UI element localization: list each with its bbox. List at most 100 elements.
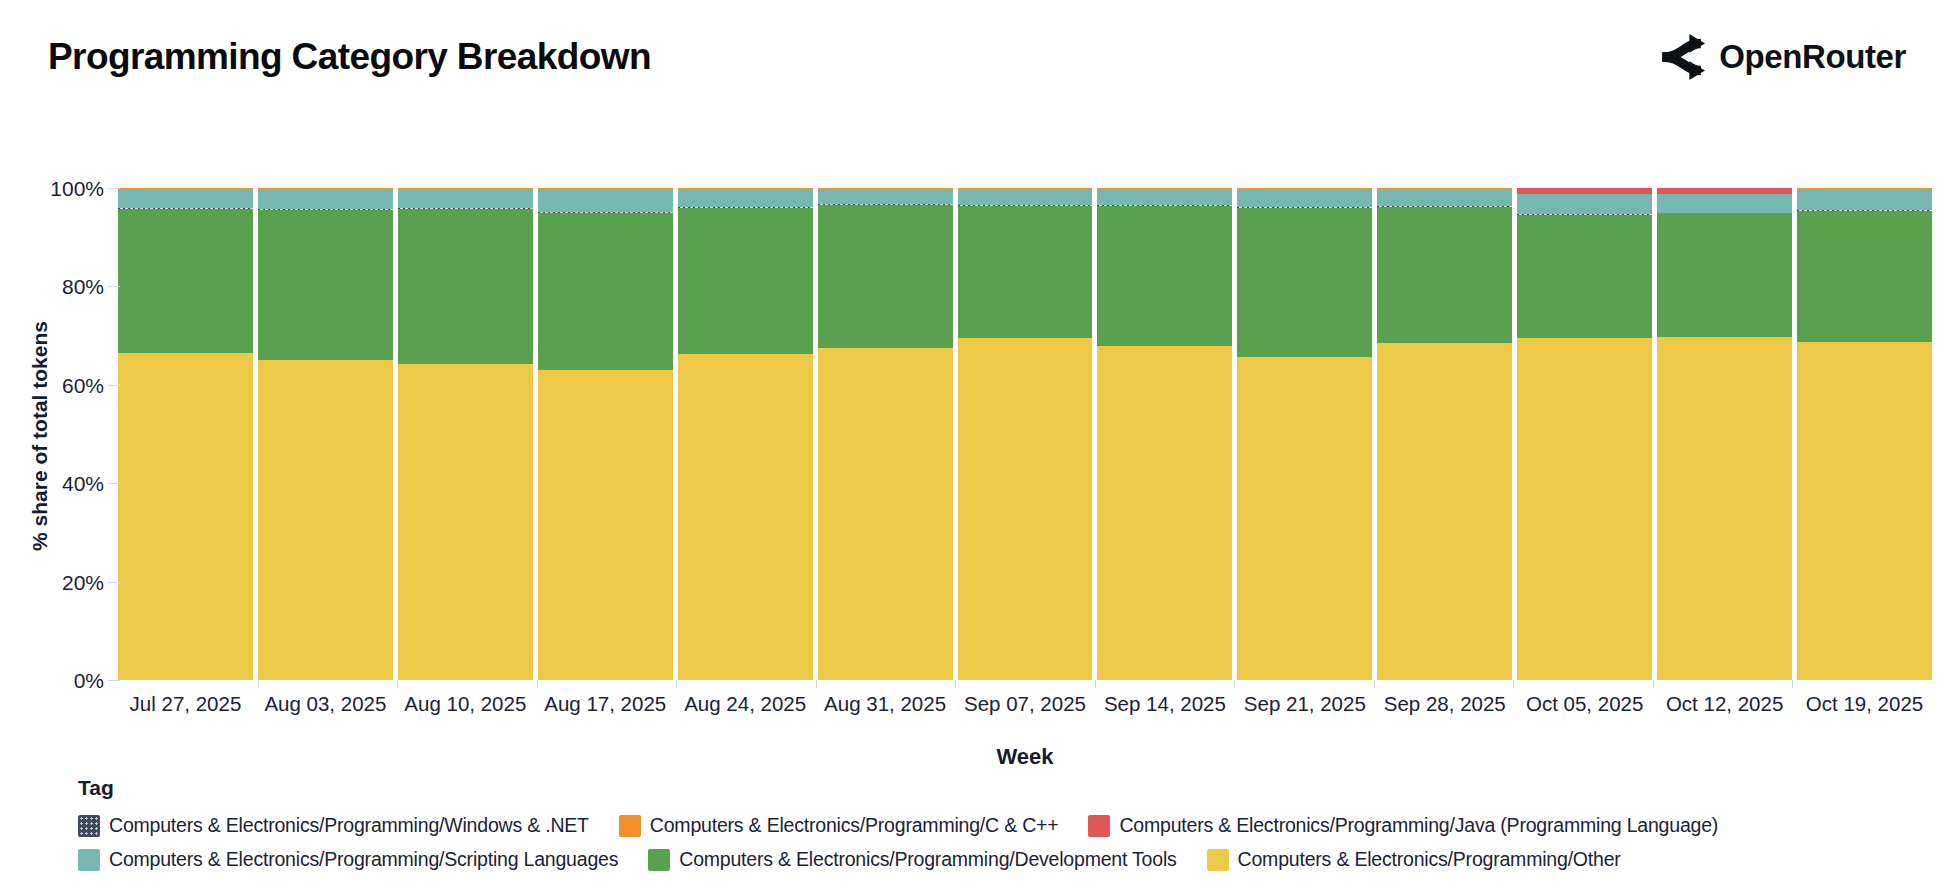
x-tick-label: Oct 05, 2025 [1517, 692, 1652, 716]
segment-dev_tools[interactable] [1097, 206, 1232, 346]
legend-label: Computers & Electronics/Programming/Scri… [109, 848, 618, 871]
x-tick-label: Aug 03, 2025 [258, 692, 393, 716]
legend-swatch-scripting [78, 849, 100, 871]
y-tick-mark [108, 286, 120, 287]
segment-dev_tools[interactable] [1237, 208, 1372, 358]
segment-scripting[interactable] [1797, 190, 1932, 209]
bar-sep-07-2025[interactable] [958, 188, 1093, 680]
x-tick-label: Sep 21, 2025 [1237, 692, 1372, 716]
segment-other[interactable] [1237, 357, 1372, 680]
segment-other[interactable] [538, 370, 673, 680]
openrouter-icon [1655, 34, 1705, 80]
y-tick-label: 80% [0, 275, 104, 299]
segment-dev_tools[interactable] [258, 210, 393, 361]
bar-sep-21-2025[interactable] [1237, 188, 1372, 680]
x-tick-label: Aug 31, 2025 [818, 692, 953, 716]
segment-other[interactable] [1517, 338, 1652, 680]
y-tick-mark [108, 680, 120, 681]
x-tick-label: Sep 28, 2025 [1377, 692, 1512, 716]
segment-scripting[interactable] [538, 190, 673, 212]
x-tick-mark [676, 680, 677, 688]
x-tick-mark [1374, 680, 1375, 688]
segment-scripting[interactable] [1377, 190, 1512, 206]
legend-item-java[interactable]: Computers & Electronics/Programming/Java… [1088, 814, 1718, 837]
bar-oct-19-2025[interactable] [1797, 188, 1932, 680]
x-axis-ticks [118, 680, 1932, 688]
segment-dev_tools[interactable] [818, 205, 953, 349]
bar-aug-31-2025[interactable] [818, 188, 953, 680]
y-axis-tick-labels: 0%20%40%60%80%100% [0, 188, 104, 680]
segment-other[interactable] [398, 364, 533, 680]
segment-dev_tools[interactable] [678, 208, 813, 354]
bar-aug-10-2025[interactable] [398, 188, 533, 680]
segment-scripting[interactable] [678, 190, 813, 207]
segment-other[interactable] [258, 360, 393, 680]
x-tick-mark [537, 680, 538, 688]
bar-aug-03-2025[interactable] [258, 188, 393, 680]
segment-other[interactable] [1097, 346, 1232, 680]
openrouter-logo[interactable]: OpenRouter [1655, 34, 1906, 80]
segment-other[interactable] [1657, 337, 1792, 680]
bar-oct-05-2025[interactable] [1517, 188, 1652, 680]
x-tick-label: Aug 24, 2025 [678, 692, 813, 716]
segment-other[interactable] [958, 338, 1093, 680]
bar-aug-24-2025[interactable] [678, 188, 813, 680]
x-axis-tick-labels: Jul 27, 2025Aug 03, 2025Aug 10, 2025Aug … [118, 692, 1932, 716]
bar-aug-17-2025[interactable] [538, 188, 673, 680]
x-axis-title: Week [118, 744, 1932, 770]
segment-scripting[interactable] [1237, 190, 1372, 207]
bar-oct-12-2025[interactable] [1657, 188, 1792, 680]
x-tick-label: Aug 10, 2025 [398, 692, 533, 716]
stacked-bar-plot [118, 188, 1932, 680]
legend-swatch-java [1088, 815, 1110, 837]
y-tick-mark [108, 385, 120, 386]
segment-other[interactable] [1797, 342, 1932, 680]
segment-dev_tools[interactable] [1797, 211, 1932, 342]
x-tick-mark [1095, 680, 1096, 688]
x-tick-label: Oct 12, 2025 [1657, 692, 1792, 716]
y-tick-label: 0% [0, 669, 104, 693]
segment-dev_tools[interactable] [1657, 213, 1792, 337]
x-tick-mark [955, 680, 956, 688]
x-tick-mark [1653, 680, 1654, 688]
y-tick-label: 100% [0, 177, 104, 201]
segment-other[interactable] [1377, 343, 1512, 680]
legend-item-c_cpp[interactable]: Computers & Electronics/Programming/C & … [619, 814, 1059, 837]
x-tick-label: Aug 17, 2025 [538, 692, 673, 716]
x-tick-mark [816, 680, 817, 688]
bar-sep-28-2025[interactable] [1377, 188, 1512, 680]
segment-dev_tools[interactable] [958, 206, 1093, 338]
segment-scripting[interactable] [1097, 190, 1232, 205]
legend-items: Computers & Electronics/Programming/Wind… [78, 814, 1918, 871]
segment-dev_tools[interactable] [1517, 215, 1652, 338]
bar-sep-14-2025[interactable] [1097, 188, 1232, 680]
segment-scripting[interactable] [1657, 194, 1792, 213]
y-tick-label: 40% [0, 472, 104, 496]
legend-item-windows[interactable]: Computers & Electronics/Programming/Wind… [78, 814, 589, 837]
legend-label: Computers & Electronics/Programming/Java… [1119, 814, 1718, 837]
segment-scripting[interactable] [1517, 194, 1652, 214]
segment-other[interactable] [818, 348, 953, 680]
x-tick-mark [1792, 680, 1793, 688]
legend-item-scripting[interactable]: Computers & Electronics/Programming/Scri… [78, 848, 618, 871]
segment-other[interactable] [118, 353, 253, 680]
segment-dev_tools[interactable] [1377, 207, 1512, 344]
legend-swatch-c_cpp [619, 815, 641, 837]
legend-label: Computers & Electronics/Programming/Deve… [679, 848, 1176, 871]
segment-other[interactable] [678, 354, 813, 680]
legend-item-other[interactable]: Computers & Electronics/Programming/Othe… [1207, 848, 1621, 871]
segment-scripting[interactable] [118, 190, 253, 208]
legend-swatch-windows [78, 815, 100, 837]
segment-scripting[interactable] [818, 190, 953, 204]
bar-jul-27-2025[interactable] [118, 188, 253, 680]
page-title: Programming Category Breakdown [48, 36, 651, 78]
segment-scripting[interactable] [398, 190, 533, 208]
segment-dev_tools[interactable] [538, 213, 673, 370]
segment-scripting[interactable] [958, 190, 1093, 205]
legend-item-dev_tools[interactable]: Computers & Electronics/Programming/Deve… [648, 848, 1176, 871]
segment-dev_tools[interactable] [118, 209, 253, 353]
y-tick-label: 20% [0, 571, 104, 595]
segment-scripting[interactable] [258, 190, 393, 209]
y-tick-mark [108, 582, 120, 583]
segment-dev_tools[interactable] [398, 209, 533, 363]
